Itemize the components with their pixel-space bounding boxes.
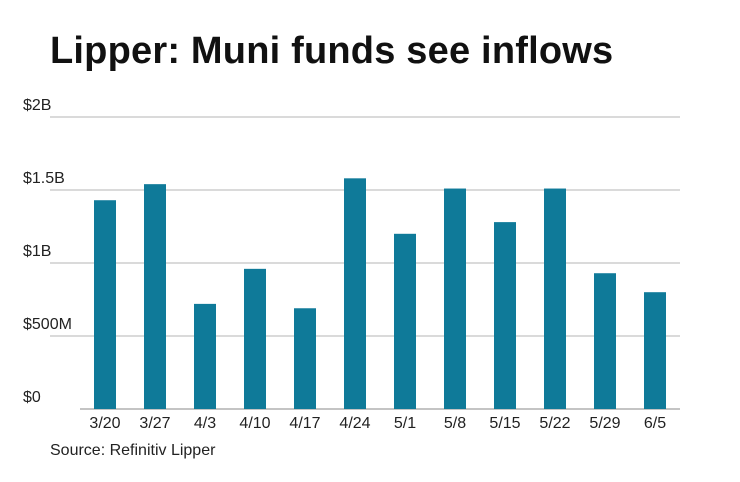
- bar-6-5: [644, 292, 666, 409]
- y-axis-labels: $0 $500M $1B $1.5B $2B: [23, 97, 72, 406]
- chart-title: Lipper: Muni funds see inflows: [50, 30, 614, 72]
- y-tick-label: $1.5B: [23, 170, 65, 187]
- bar-5-8: [444, 188, 466, 409]
- y-tick-label: $1B: [23, 243, 51, 260]
- x-tick-label: 4/10: [239, 415, 270, 432]
- x-tick-label: 3/27: [139, 415, 170, 432]
- bar-3-27: [144, 184, 166, 409]
- bar-5-1: [394, 233, 416, 409]
- y-tick-label: $0: [23, 389, 41, 406]
- x-tick-label: 5/8: [444, 415, 466, 432]
- bar-5-22: [544, 188, 566, 409]
- x-tick-label: 5/15: [489, 415, 520, 432]
- x-tick-label: 4/3: [194, 415, 216, 432]
- x-tick-label: 5/29: [589, 415, 620, 432]
- x-axis-labels: 3/20 3/27 4/3 4/10 4/17 4/24 5/1 5/8 5/15 5/22 5/2…: [89, 415, 666, 432]
- bar-5-15: [494, 222, 516, 409]
- x-tick-label: 3/20: [89, 415, 120, 432]
- x-tick-label: 4/24: [339, 415, 370, 432]
- x-tick-label: 5/1: [394, 415, 416, 432]
- source-note: Source: Refinitiv Lipper: [50, 442, 216, 459]
- x-tick-label: 5/22: [539, 415, 570, 432]
- bar-4-24: [344, 178, 366, 409]
- bar-4-10: [244, 268, 266, 409]
- y-tick-label: $500M: [23, 316, 72, 333]
- x-tick-label: 4/17: [289, 415, 320, 432]
- y-tick-label: $2B: [23, 97, 51, 114]
- bars: [94, 178, 666, 409]
- bar-4-17: [294, 308, 316, 409]
- bar-5-29: [594, 273, 616, 409]
- bar-4-3: [194, 303, 216, 409]
- bar-3-20: [94, 200, 116, 409]
- x-tick-label: 6/5: [644, 415, 666, 432]
